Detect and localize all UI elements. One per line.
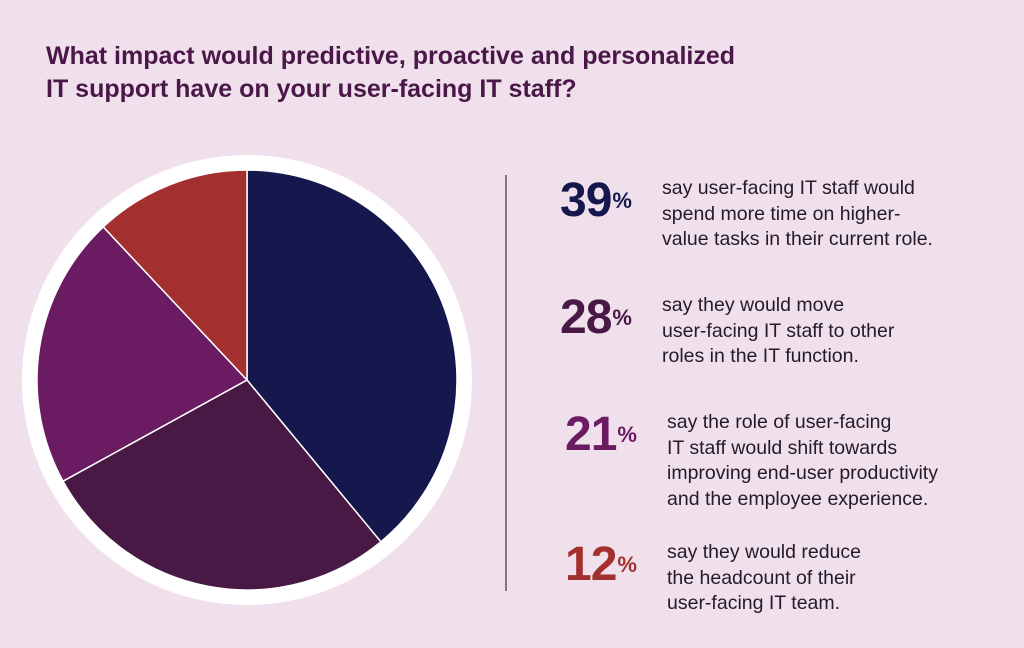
stat-value-number: 21 [565, 408, 617, 461]
chart-title-line-2: IT support have on your user-facing IT s… [46, 75, 577, 103]
stat-description: say they would reduce the headcount of t… [667, 540, 861, 617]
stat-21-percent: 21 % say the role of user-facing IT staf… [565, 410, 938, 512]
stat-description: say the role of user-facing IT staff wou… [667, 410, 938, 512]
stat-description-line: the headcount of their [667, 566, 856, 589]
stat-description-line: IT staff would shift towards [667, 436, 898, 459]
stat-description-line: improving end-user productivity [667, 462, 938, 484]
stat-description-line: spend more time on higher- [662, 202, 901, 225]
divider-line [505, 175, 507, 591]
pie-slice-21-percent [36, 226, 248, 482]
stat-28-percent: 28 % say they would move user-facing IT … [560, 293, 894, 370]
stat-description-line: and the employee experience. [667, 487, 929, 510]
stat-value: 28 % [560, 293, 662, 343]
stat-description-line: roles in the IT function. [662, 345, 859, 367]
stat-description-line: say they would reduce [667, 541, 862, 563]
pie-slice-12-percent [102, 169, 248, 381]
stat-value-number: 39 [560, 174, 612, 227]
pie-slice-39-percent [246, 169, 458, 543]
pie-slice-28-percent [62, 379, 382, 591]
stat-description-line: say user-facing IT staff would [662, 177, 915, 199]
pie-slices [36, 169, 458, 591]
stat-value: 39 % [560, 176, 662, 226]
stat-description-line: user-facing IT staff to other [662, 319, 895, 342]
stat-12-percent: 12 % say they would reduce the headcount… [565, 540, 861, 617]
chart-title-line-1: What impact would predictive, proactive … [46, 42, 736, 70]
stat-description-line: user-facing IT team. [667, 592, 841, 614]
pie-chart [22, 155, 472, 605]
stat-value: 21 % [565, 410, 667, 460]
stat-value-number: 12 [565, 538, 617, 591]
stat-value-percent-sign: % [617, 422, 637, 447]
stat-description-line: value tasks in their current role. [662, 228, 933, 250]
stat-value-percent-sign: % [612, 305, 632, 330]
chart-title: What impact would predictive, proactive … [46, 40, 946, 106]
stat-value-number: 28 [560, 291, 612, 344]
stat-value: 12 % [565, 540, 667, 590]
stat-description-line: say the role of user-facing [667, 411, 892, 433]
stat-description: say they would move user-facing IT staff… [662, 293, 894, 370]
stat-value-percent-sign: % [617, 552, 637, 577]
stat-description: say user-facing IT staff would spend mor… [662, 176, 933, 253]
stat-description-line: say they would move [662, 294, 845, 316]
stat-value-percent-sign: % [612, 188, 632, 213]
stat-39-percent: 39 % say user-facing IT staff would spen… [560, 176, 933, 253]
